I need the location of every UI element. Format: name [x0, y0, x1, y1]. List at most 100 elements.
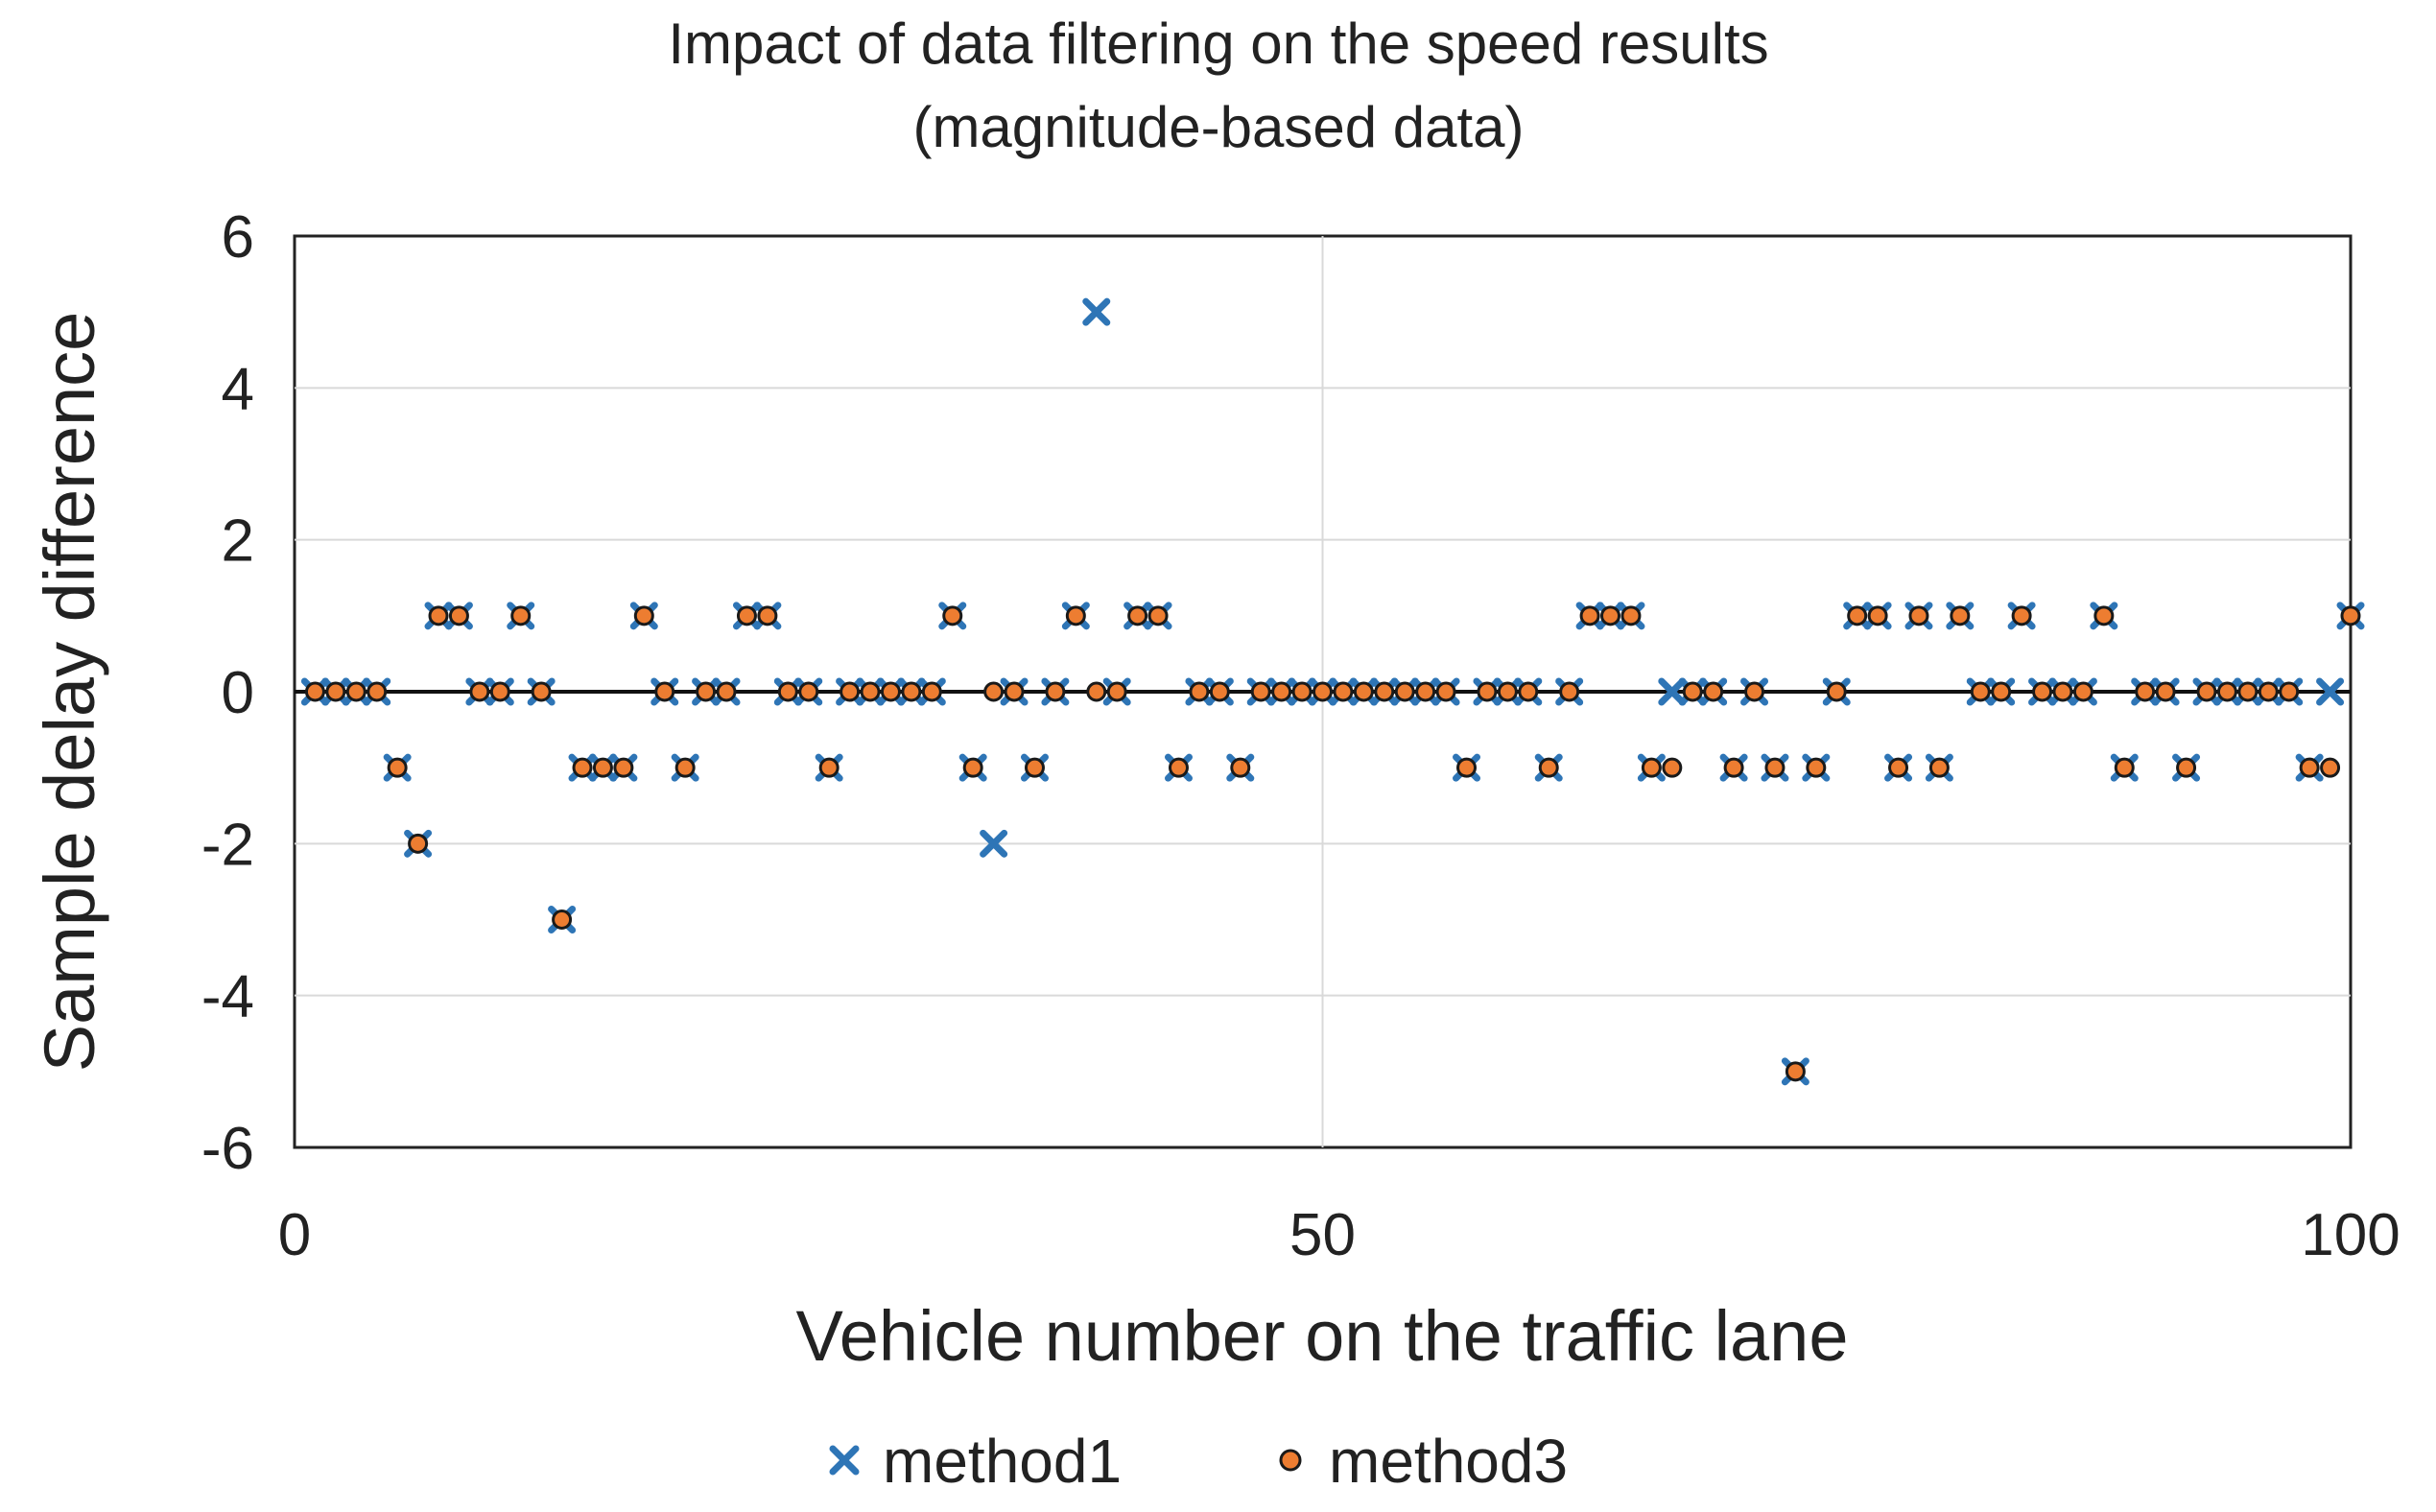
legend-x-marker	[829, 1445, 860, 1476]
chart-subtitle: (magnitude-based data)	[912, 95, 1524, 159]
data-point-method1	[2316, 677, 2345, 706]
data-point-method3	[633, 605, 654, 626]
data-point-method3	[1168, 757, 1189, 778]
data-point-method3	[674, 757, 696, 778]
data-point-method3	[1600, 605, 1621, 626]
data-point-method3	[1764, 757, 1786, 778]
data-point-method3	[1045, 681, 1066, 702]
data-point-method3	[880, 681, 901, 702]
y-tick-label: 6	[222, 204, 254, 271]
data-point-method3	[757, 605, 778, 626]
legend-x-marker-icon	[829, 1445, 860, 1476]
data-point-method3	[2340, 605, 2361, 626]
data-point-method3	[860, 681, 881, 702]
data-point-method3	[1579, 605, 1600, 626]
data-point-method3	[1867, 605, 1888, 626]
data-point-method3	[367, 681, 388, 702]
data-point-method3	[1271, 681, 1292, 702]
data-point-method3	[962, 757, 983, 778]
data-point-method3	[2216, 681, 2237, 702]
data-point-method3	[1024, 757, 1045, 778]
data-point-method3	[840, 681, 861, 702]
x-tick-label: 100	[2301, 1202, 2400, 1268]
legend-item-method1[interactable]: method1	[829, 1427, 1122, 1496]
data-point-method3	[716, 681, 737, 702]
data-point-method3	[1291, 681, 1313, 702]
data-point-method3	[942, 605, 963, 626]
data-point-method3	[2176, 757, 2197, 778]
y-tick-label: 2	[222, 508, 254, 575]
y-tick-label: -4	[201, 964, 254, 1030]
data-point-method3	[654, 681, 675, 702]
data-point-method3	[1559, 681, 1580, 702]
data-point-method3	[1620, 605, 1642, 626]
x-axis-label: Vehicle number on the traffic lane	[796, 1296, 1849, 1376]
data-point-method3	[2135, 681, 2156, 702]
data-point-method1	[1082, 297, 1111, 326]
data-point-method3	[1147, 605, 1169, 626]
data-point-method3	[1230, 757, 1251, 778]
data-point-method3	[1477, 681, 1498, 702]
data-point-method3	[1928, 757, 1950, 778]
data-points	[300, 297, 2365, 1086]
data-point-method3	[1004, 681, 1025, 702]
data-point-method3	[1744, 681, 1765, 702]
data-point-method3	[2011, 605, 2032, 626]
data-point-method3	[2258, 681, 2279, 702]
data-point-method3	[1497, 681, 1518, 702]
data-point-method3	[2032, 681, 2053, 702]
y-tick-label: -6	[201, 1116, 254, 1182]
data-point-method1	[1658, 677, 1687, 706]
data-point-method3	[818, 757, 840, 778]
y-tick-label: -2	[201, 812, 254, 878]
y-tick-label: 4	[222, 356, 254, 422]
data-point-method3	[2114, 757, 2135, 778]
data-point-method3	[469, 681, 490, 702]
data-point-method3	[696, 681, 717, 702]
y-tick-label: 0	[222, 660, 254, 726]
data-point-method3	[1970, 681, 1991, 702]
data-point-method3	[1662, 757, 1683, 778]
data-point-method3	[325, 681, 346, 702]
data-point-method3	[1703, 681, 1724, 702]
data-point-method3	[2279, 681, 2300, 702]
data-point-method3	[1806, 757, 1827, 778]
data-point-method3	[736, 605, 757, 626]
data-point-method3	[552, 910, 573, 930]
data-point-method3	[1991, 681, 2012, 702]
legend-item-method3[interactable]: method3	[1279, 1427, 1568, 1496]
data-point-method3	[2320, 757, 2341, 778]
data-point-method3	[1209, 681, 1230, 702]
data-point-method3	[1313, 681, 1333, 702]
data-point-method3	[1415, 681, 1436, 702]
data-point-method3	[921, 681, 942, 702]
x-tick-label: 50	[1289, 1202, 1356, 1268]
data-point-method3	[1106, 681, 1127, 702]
data-point-method3	[1456, 757, 1478, 778]
data-point-method3	[1189, 681, 1210, 702]
data-point-method3	[798, 681, 819, 702]
legend-circle-marker	[1279, 1449, 1302, 1472]
data-point-method3	[1374, 681, 1395, 702]
data-point-method3	[1394, 681, 1415, 702]
data-point-method3	[531, 681, 552, 702]
data-point-method3	[777, 681, 798, 702]
legend-label-method1: method1	[883, 1427, 1122, 1496]
data-point-method3	[1250, 681, 1271, 702]
tick-labels: 6 4 2 0 -2 -4 -6 0 50 100	[201, 204, 2401, 1268]
chart-title: Impact of data filtering on the speed re…	[668, 12, 1768, 76]
series-method3	[304, 605, 2361, 1082]
data-point-method3	[1950, 605, 1971, 626]
data-point-method3	[2052, 681, 2073, 702]
data-point-method3	[345, 681, 367, 702]
data-point-method3	[408, 833, 429, 854]
data-point-method3	[510, 605, 532, 626]
legend-circle-marker-icon	[1279, 1449, 1302, 1472]
data-point-method3	[1908, 605, 1929, 626]
data-point-method3	[1847, 605, 1868, 626]
data-point-method3	[2237, 681, 2259, 702]
legend-label-method3: method3	[1329, 1427, 1568, 1496]
data-point-method3	[448, 605, 469, 626]
